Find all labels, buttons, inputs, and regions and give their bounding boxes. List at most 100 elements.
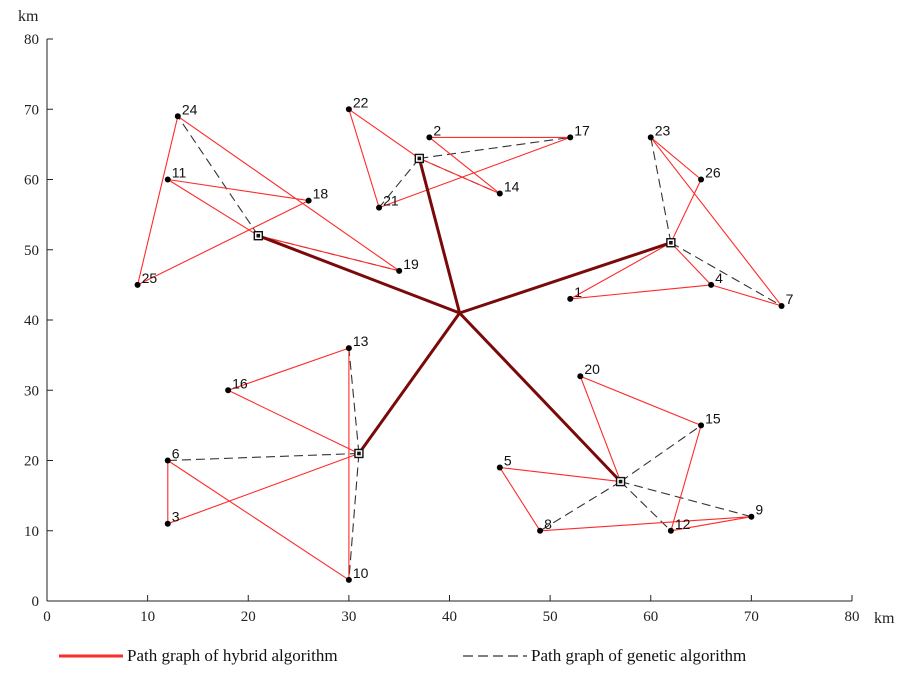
x-tick-label: 60 bbox=[643, 609, 658, 625]
center-marker-core bbox=[618, 479, 623, 484]
customer-point bbox=[708, 281, 715, 288]
x-tick-label: 20 bbox=[241, 609, 256, 625]
point-label: 18 bbox=[313, 186, 329, 202]
y-tick-label: 30 bbox=[24, 383, 39, 399]
point-label: 26 bbox=[705, 165, 721, 181]
trunk-routes bbox=[256, 156, 673, 484]
genetic-route-segment bbox=[620, 424, 702, 483]
center-marker-core bbox=[357, 451, 361, 456]
customer-point bbox=[345, 576, 352, 583]
point-label: 22 bbox=[353, 94, 369, 110]
point-label: 21 bbox=[383, 193, 399, 209]
hybrid-route bbox=[569, 136, 783, 307]
customer-point bbox=[748, 513, 755, 520]
genetic-route-segment bbox=[620, 481, 752, 518]
customer-point bbox=[698, 176, 705, 183]
customer-point bbox=[577, 373, 584, 380]
point-label: 11 bbox=[172, 165, 187, 181]
point-label: 2 bbox=[433, 122, 441, 138]
y-tick-label: 0 bbox=[32, 594, 40, 610]
y-tick-label: 20 bbox=[24, 454, 39, 470]
customer-point bbox=[496, 190, 503, 197]
center-marker-core bbox=[256, 233, 261, 238]
point-label: 19 bbox=[403, 256, 419, 272]
trunk-route bbox=[458, 311, 623, 484]
y-tick-label: 40 bbox=[24, 313, 39, 329]
customer-point bbox=[778, 302, 785, 309]
customer-point bbox=[345, 106, 352, 113]
genetic-route-segment bbox=[177, 115, 259, 237]
point-label: 16 bbox=[232, 375, 248, 391]
genetic-routes bbox=[167, 115, 782, 580]
customer-point bbox=[164, 176, 171, 183]
genetic-route-segment bbox=[348, 453, 360, 580]
point-label: 10 bbox=[353, 565, 369, 581]
x-tick-label: 10 bbox=[140, 609, 155, 625]
point-label: 23 bbox=[655, 122, 671, 138]
customer-point bbox=[164, 520, 171, 527]
trunk-route bbox=[256, 234, 462, 315]
genetic-route-segment bbox=[419, 136, 571, 159]
point-label: 24 bbox=[182, 101, 198, 117]
customer-point bbox=[537, 527, 544, 534]
x-axis-unit: km bbox=[874, 610, 895, 627]
hybrid-route bbox=[137, 115, 400, 286]
x-tick-label: 40 bbox=[442, 609, 457, 625]
point-label: 15 bbox=[705, 410, 721, 426]
axes: 0 10 20 30 40 50 60 70 80 0 10 20 30 40 50 60 70 80 km km bbox=[18, 8, 895, 627]
point-label: 14 bbox=[504, 179, 520, 195]
legend: Path graph of hybrid algorithm Path graph… bbox=[59, 646, 746, 665]
legend-hybrid-label: Path graph of hybrid algorithm bbox=[127, 646, 338, 665]
genetic-route-segment bbox=[650, 137, 672, 243]
y-tick-label: 50 bbox=[24, 243, 39, 259]
customer-point bbox=[567, 134, 574, 141]
point-label: 7 bbox=[786, 291, 794, 307]
trunk-route bbox=[458, 241, 673, 315]
y-axis-unit: km bbox=[18, 8, 39, 25]
hybrid-routes bbox=[137, 108, 783, 581]
point-label: 4 bbox=[715, 270, 723, 286]
customer-point bbox=[567, 295, 574, 302]
point-label: 13 bbox=[353, 333, 369, 349]
genetic-route-segment bbox=[167, 452, 359, 462]
customer-point bbox=[376, 204, 383, 211]
genetic-route-segment bbox=[539, 481, 621, 532]
trunk-route bbox=[417, 156, 462, 315]
genetic-route-segment bbox=[670, 242, 782, 307]
x-tick-label: 80 bbox=[845, 609, 860, 625]
customer-point bbox=[647, 134, 654, 141]
point-label: 3 bbox=[172, 509, 180, 525]
customer-point bbox=[496, 464, 503, 471]
y-tick-label: 10 bbox=[24, 524, 39, 540]
customer-point bbox=[305, 197, 312, 204]
point-label: 9 bbox=[755, 502, 763, 518]
x-tick-label: 50 bbox=[543, 609, 558, 625]
customer-point bbox=[225, 387, 232, 394]
y-tick-label: 60 bbox=[24, 173, 39, 189]
customer-point bbox=[698, 422, 705, 429]
genetic-route-segment bbox=[378, 158, 420, 208]
customer-point bbox=[345, 345, 352, 352]
customer-point bbox=[174, 113, 181, 120]
hybrid-route bbox=[167, 347, 360, 581]
point-label: 17 bbox=[574, 122, 590, 138]
y-tick-label: 70 bbox=[24, 102, 39, 118]
markers: 1234567891011121314151617181920212223242… bbox=[134, 94, 794, 583]
point-label: 8 bbox=[544, 516, 552, 532]
point-label: 5 bbox=[504, 453, 512, 469]
point-label: 25 bbox=[142, 270, 158, 286]
customer-point bbox=[667, 527, 674, 534]
legend-genetic-label: Path graph of genetic algorithm bbox=[531, 646, 746, 665]
x-tick-label: 30 bbox=[341, 609, 356, 625]
hybrid-route bbox=[499, 375, 752, 532]
center-marker-core bbox=[417, 156, 422, 161]
x-tick-label: 0 bbox=[43, 609, 51, 625]
point-label: 1 bbox=[574, 284, 582, 300]
customer-point bbox=[134, 281, 141, 288]
point-label: 6 bbox=[172, 446, 180, 462]
point-label: 12 bbox=[675, 516, 691, 532]
trunk-route bbox=[357, 311, 462, 455]
genetic-route-segment bbox=[348, 348, 360, 454]
center-marker-core bbox=[669, 240, 673, 245]
point-label: 20 bbox=[584, 361, 600, 377]
